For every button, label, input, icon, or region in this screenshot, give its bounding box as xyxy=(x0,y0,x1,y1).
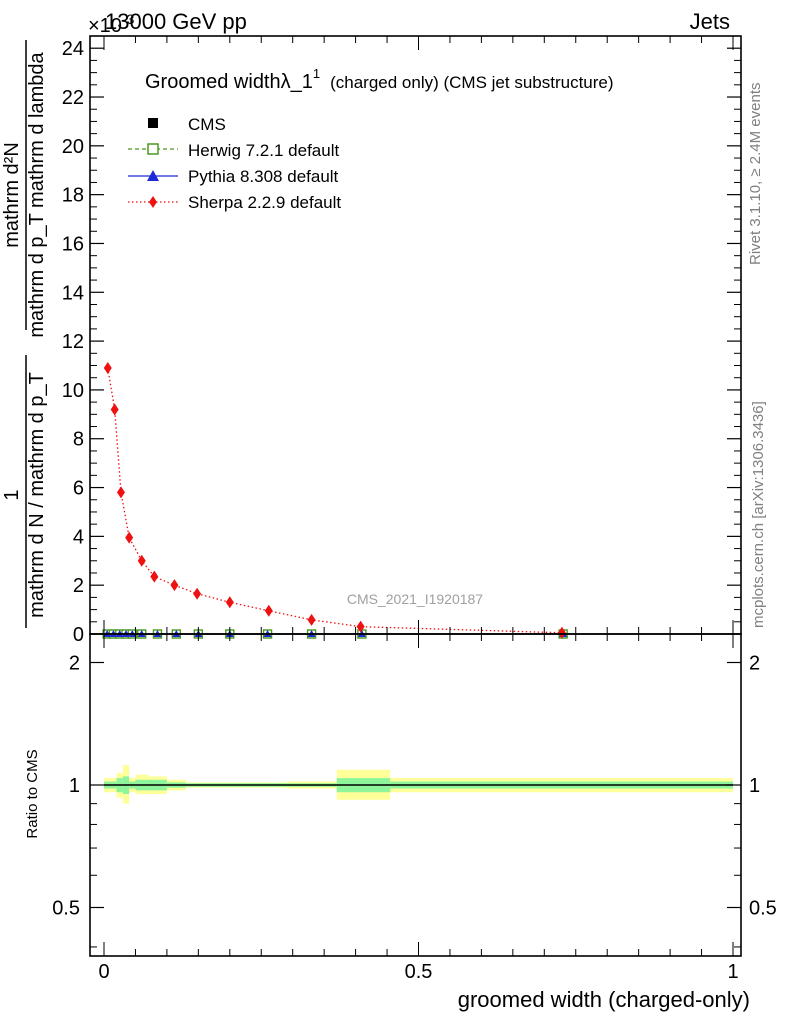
y-tick-label: 22 xyxy=(62,87,84,109)
watermark: CMS_2021_I1920187 xyxy=(347,591,483,607)
y-tick-label: 18 xyxy=(62,185,84,207)
sherpa-point xyxy=(116,486,125,499)
sherpa-point xyxy=(103,361,112,374)
ratio-tick-label-left: 0.5 xyxy=(52,897,80,919)
x-tick-label: 1 xyxy=(727,961,738,983)
y-tick-label: 10 xyxy=(62,380,84,402)
exponent-label: ×10-3 xyxy=(88,11,135,37)
y-axis-label-ratio: Ratio to CMS xyxy=(24,749,41,838)
sherpa-point xyxy=(170,579,179,592)
energy-label: 13000 GeV pp xyxy=(105,9,247,34)
sherpa-point xyxy=(193,587,202,600)
legend: Groomed widthλ_11 (charged only) (CMS jet… xyxy=(128,66,614,212)
legend-title: Groomed widthλ_11 (charged only) (CMS jet… xyxy=(145,66,614,93)
sherpa-point xyxy=(264,604,273,617)
main-panel-content xyxy=(102,361,568,639)
y-tick-label: 24 xyxy=(62,38,84,60)
svg-text:Herwig 7.2.1 default: Herwig 7.2.1 default xyxy=(188,141,339,160)
y-tick-label: 14 xyxy=(62,282,84,304)
sherpa-point xyxy=(125,531,134,544)
y-tick-label: 6 xyxy=(73,478,84,500)
mcplots-text: mcplots.cern.ch [arXiv:1306.3436] xyxy=(750,401,767,628)
sherpa-point xyxy=(150,570,159,583)
x-tick-label: 0 xyxy=(98,961,109,983)
y-tick-label: 0 xyxy=(73,624,84,646)
ratio-panel-frame xyxy=(89,633,742,957)
sherpa-point xyxy=(225,596,234,609)
ratio-tick-label-right: 1 xyxy=(749,775,760,797)
sherpa-point xyxy=(110,403,119,416)
ratio-tick-label-right: 2 xyxy=(749,653,760,675)
category-label: Jets xyxy=(690,9,730,34)
y-axis-label-main: 1 mathrm d N / mathrm d p_T mathrm d²N m… xyxy=(1,40,48,628)
y-tick-label: 2 xyxy=(73,575,84,597)
ratio-tick-label-left: 1 xyxy=(69,775,80,797)
ratio-y-ticks: 0.5 0.5 1 1 2 2 xyxy=(52,653,777,948)
sherpa-point xyxy=(356,620,365,633)
ratio-tick-label-right: 0.5 xyxy=(749,897,777,919)
y-tick-label: 12 xyxy=(62,331,84,353)
rivet-text: Rivet 3.1.10, ≥ 2.4M events xyxy=(747,83,764,266)
x-ticks: 0 0.5 1 xyxy=(98,36,739,983)
y-tick-label: 8 xyxy=(73,429,84,451)
legend-entry-sherpa: Sherpa 2.2.9 default xyxy=(128,193,341,212)
sherpa-point xyxy=(557,626,566,639)
legend-entry-pythia: Pythia 8.308 default xyxy=(128,167,339,186)
ratio-panel-content xyxy=(104,764,733,804)
y-tick-label: 16 xyxy=(62,233,84,255)
sherpa-point xyxy=(137,554,146,567)
y-tick-label: 4 xyxy=(73,526,84,548)
svg-text:mathrm d²N: mathrm d²N xyxy=(1,142,23,248)
svg-text:Pythia 8.308 default: Pythia 8.308 default xyxy=(188,167,339,186)
x-tick-label: 0.5 xyxy=(405,961,433,983)
y-tick-label: 20 xyxy=(62,136,84,158)
sherpa-point xyxy=(307,613,316,626)
legend-entry-cms: CMS xyxy=(148,115,226,134)
svg-text:mathrm d N / mathrm d p_T: mathrm d N / mathrm d p_T xyxy=(26,372,48,618)
svg-text:Sherpa 2.2.9 default: Sherpa 2.2.9 default xyxy=(188,193,341,212)
legend-entry-herwig: Herwig 7.2.1 default xyxy=(128,141,339,160)
svg-text:1: 1 xyxy=(1,489,23,500)
series-line-3 xyxy=(107,367,562,634)
svg-text:mathrm d p_T mathrm d lambda: mathrm d p_T mathrm d lambda xyxy=(26,51,48,337)
svg-text:CMS: CMS xyxy=(188,115,226,134)
x-axis-label: groomed width (charged-only) xyxy=(458,987,750,1012)
ratio-tick-label-left: 2 xyxy=(69,653,80,675)
